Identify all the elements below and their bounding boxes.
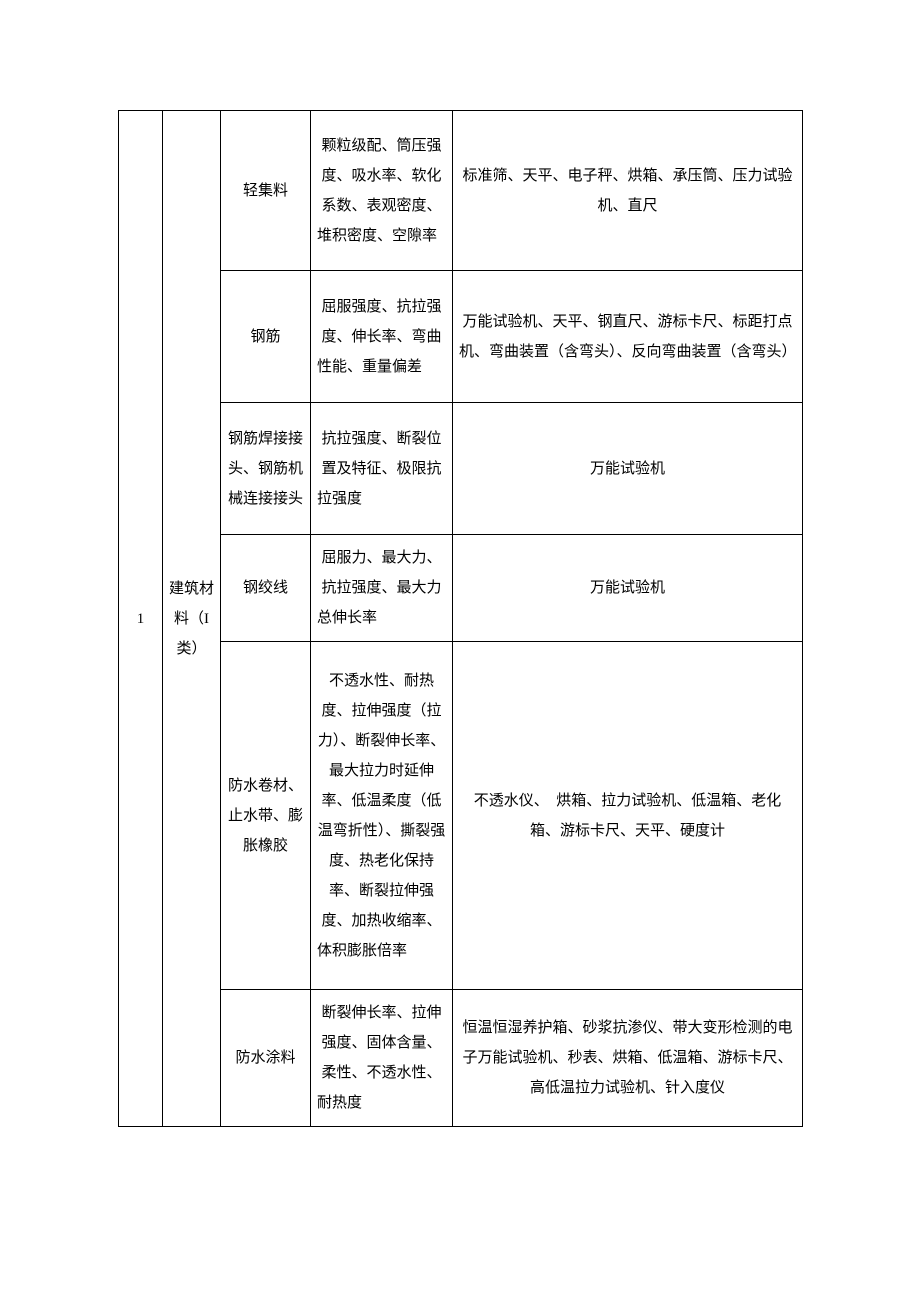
cell-parameters: 颗粒级配、筒压强度、吸水率、软化系数、表观密度、堆积密度、空隙率 bbox=[311, 111, 453, 271]
cell-item: 轻集料 bbox=[221, 111, 311, 271]
materials-table: 1 建筑材料（I 类） 轻集料 颗粒级配、筒压强度、吸水率、软化系数、表观密度、… bbox=[118, 110, 803, 1127]
table-row: 防水涂料 断裂伸长率、拉伸强度、固体含量、柔性、不透水性、耐热度 恒温恒湿养护箱… bbox=[119, 990, 803, 1127]
cell-item: 钢绞线 bbox=[221, 535, 311, 642]
cell-equipment: 万能试验机、天平、钢直尺、游标卡尺、标距打点机、弯曲装置（含弯头）、反向弯曲装置… bbox=[453, 271, 803, 403]
cell-item: 防水涂料 bbox=[221, 990, 311, 1127]
table-row: 防水卷材、止水带、膨胀橡胶 不透水性、耐热度、拉伸强度（拉力）、断裂伸长率、最大… bbox=[119, 642, 803, 990]
table-row: 1 建筑材料（I 类） 轻集料 颗粒级配、筒压强度、吸水率、软化系数、表观密度、… bbox=[119, 111, 803, 271]
cell-parameters: 抗拉强度、断裂位置及特征、极限抗拉强度 bbox=[311, 403, 453, 535]
cell-parameters: 断裂伸长率、拉伸强度、固体含量、柔性、不透水性、耐热度 bbox=[311, 990, 453, 1127]
cell-category: 建筑材料（I 类） bbox=[163, 111, 221, 1127]
cell-equipment: 标准筛、天平、电子秤、烘箱、承压筒、压力试验机、直尺 bbox=[453, 111, 803, 271]
cell-parameters: 屈服力、最大力、抗拉强度、最大力总伸长率 bbox=[311, 535, 453, 642]
cell-parameters: 屈服强度、抗拉强度、伸长率、弯曲性能、重量偏差 bbox=[311, 271, 453, 403]
table-row: 钢筋焊接接头、钢筋机械连接接头 抗拉强度、断裂位置及特征、极限抗拉强度 万能试验… bbox=[119, 403, 803, 535]
cell-parameters: 不透水性、耐热度、拉伸强度（拉力）、断裂伸长率、最大拉力时延伸率、低温柔度（低温… bbox=[311, 642, 453, 990]
table-row: 钢绞线 屈服力、最大力、抗拉强度、最大力总伸长率 万能试验机 bbox=[119, 535, 803, 642]
cell-item: 钢筋焊接接头、钢筋机械连接接头 bbox=[221, 403, 311, 535]
cell-equipment: 不透水仪、 烘箱、拉力试验机、低温箱、老化箱、游标卡尺、天平、硬度计 bbox=[453, 642, 803, 990]
table-row: 钢筋 屈服强度、抗拉强度、伸长率、弯曲性能、重量偏差 万能试验机、天平、钢直尺、… bbox=[119, 271, 803, 403]
cell-equipment: 恒温恒湿养护箱、砂浆抗渗仪、带大变形检测的电子万能试验机、秒表、烘箱、低温箱、游… bbox=[453, 990, 803, 1127]
document-page: 1 建筑材料（I 类） 轻集料 颗粒级配、筒压强度、吸水率、软化系数、表观密度、… bbox=[0, 0, 920, 1302]
cell-equipment: 万能试验机 bbox=[453, 403, 803, 535]
cell-index: 1 bbox=[119, 111, 163, 1127]
cell-equipment: 万能试验机 bbox=[453, 535, 803, 642]
cell-item: 钢筋 bbox=[221, 271, 311, 403]
cell-item: 防水卷材、止水带、膨胀橡胶 bbox=[221, 642, 311, 990]
